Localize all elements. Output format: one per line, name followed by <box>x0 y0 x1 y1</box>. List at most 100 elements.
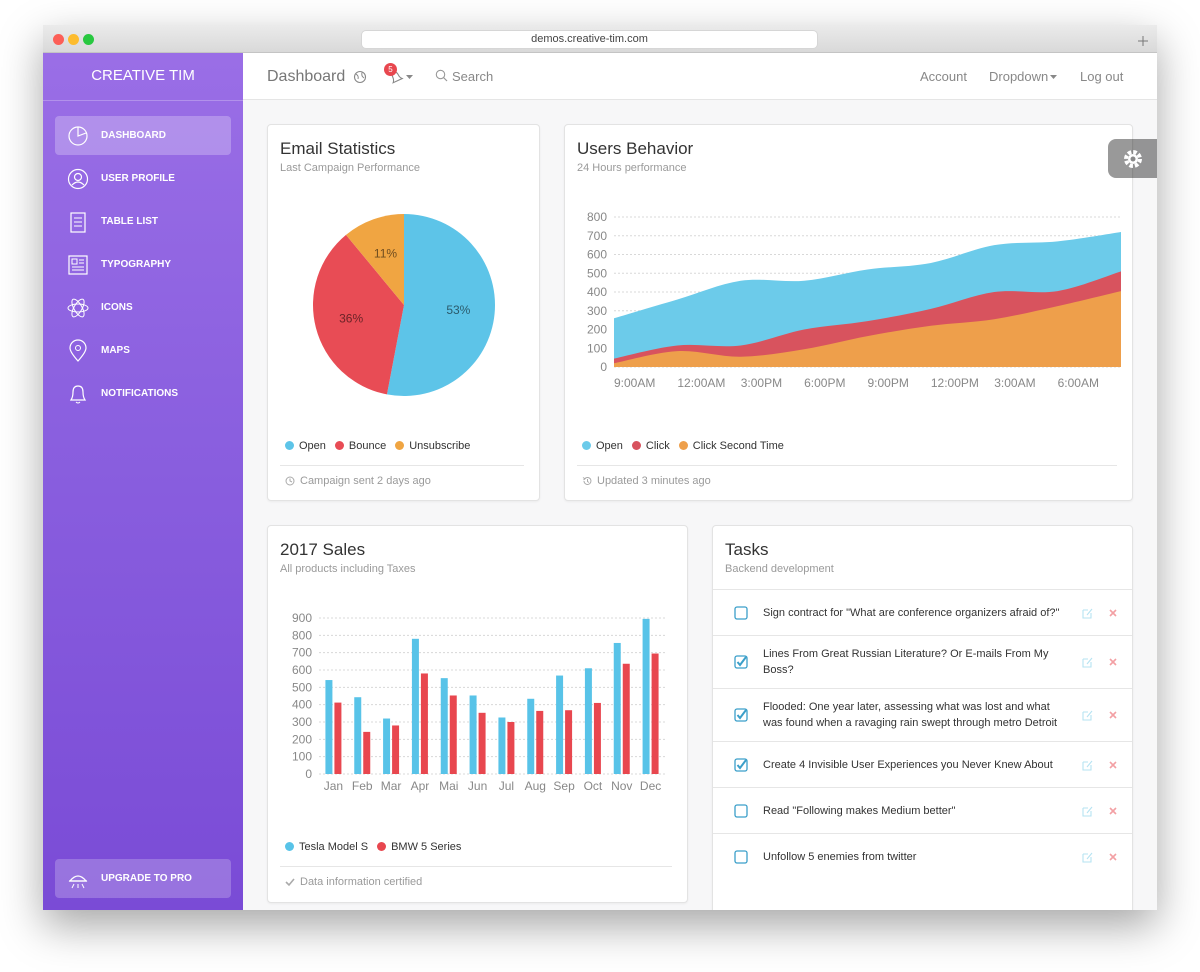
tasks-card: Tasks Backend development Sign contract … <box>712 525 1133 910</box>
nav-item[interactable]: TYPOGRAPHY <box>55 245 231 284</box>
nav-label: TYPOGRAPHY <box>101 259 172 270</box>
bar <box>325 680 333 774</box>
legend-item: Tesla Model S <box>285 841 368 853</box>
nav-icon <box>68 255 88 275</box>
y-tick-label: 100 <box>292 750 312 764</box>
nav-link[interactable]: Account <box>920 69 967 84</box>
bar <box>420 673 428 774</box>
edit-icon[interactable] <box>1082 608 1093 619</box>
task-row: Create 4 Invisible User Experiences you … <box>713 741 1132 787</box>
settings-button[interactable] <box>1108 139 1157 178</box>
checkbox[interactable] <box>734 803 748 818</box>
nav-icon <box>67 168 89 190</box>
nav-item[interactable]: MAPS <box>55 331 231 370</box>
nav-item[interactable]: ICONS <box>55 288 231 327</box>
card-footer: Campaign sent 2 days ago <box>285 475 431 488</box>
delete-icon[interactable] <box>1109 852 1117 861</box>
new-tab[interactable] <box>1137 35 1149 47</box>
x-tick-label: Dec <box>640 779 661 793</box>
edit-icon[interactable] <box>1082 760 1093 771</box>
x-tick-label: Sep <box>553 779 575 793</box>
upgrade-button[interactable]: UPGRADE TO PRO <box>55 859 231 898</box>
address-bar[interactable]: demos.creative-tim.com <box>362 31 817 48</box>
x-tick-label: Feb <box>352 779 373 793</box>
legend-label: Open <box>299 440 326 452</box>
x-tick-label: 9:00PM <box>868 376 909 390</box>
bar <box>622 663 630 774</box>
task-row: Lines From Great Russian Literature? Or … <box>713 635 1132 688</box>
delete-icon[interactable] <box>1109 658 1117 666</box>
task-actions <box>1082 760 1117 771</box>
x-tick-label: Jun <box>468 779 487 793</box>
x-tick-label: Jan <box>324 779 343 793</box>
legend-swatch <box>395 441 405 450</box>
nav-icon <box>67 298 89 318</box>
checkbox[interactable] <box>734 757 748 772</box>
card-title: Tasks <box>725 540 769 559</box>
bar <box>536 710 544 774</box>
edit-icon[interactable] <box>1082 710 1093 721</box>
check-mark <box>736 709 747 720</box>
bar <box>593 702 601 774</box>
checkbox[interactable] <box>734 849 748 864</box>
bar <box>449 695 457 774</box>
edit-icon[interactable] <box>1082 657 1093 668</box>
legend-swatch <box>582 441 591 450</box>
bar <box>411 638 419 774</box>
nav-item[interactable]: DASHBOARD <box>55 116 231 155</box>
x-tick-label: Mai <box>439 779 458 793</box>
card-footer: Data information certified <box>285 876 422 889</box>
nav-label: USER PROFILE <box>101 173 175 184</box>
edit-icon[interactable] <box>1082 806 1093 817</box>
edit-icon[interactable] <box>1082 852 1093 863</box>
checkbox[interactable] <box>734 605 748 620</box>
minimize-button[interactable] <box>68 34 79 45</box>
checkbox[interactable] <box>734 708 748 722</box>
caret <box>406 75 413 79</box>
nav-item[interactable]: USER PROFILE <box>55 159 231 198</box>
delete-icon[interactable] <box>1109 760 1117 769</box>
bar <box>556 675 564 774</box>
bar <box>478 712 486 774</box>
search-input[interactable]: Search <box>452 69 494 84</box>
legend-item: Open <box>285 440 326 452</box>
checkbox[interactable] <box>734 655 748 669</box>
delete-icon[interactable] <box>1109 608 1117 617</box>
search-icon[interactable] <box>435 69 448 82</box>
task-actions <box>1082 657 1117 668</box>
card: 2017 Sales All products including Taxes … <box>267 525 688 903</box>
brand[interactable]: CREATIVE TIM <box>91 67 195 84</box>
bar <box>651 653 659 774</box>
slice-label: 36% <box>339 312 363 326</box>
delete-icon[interactable] <box>1109 711 1117 719</box>
delete-icon[interactable] <box>1109 806 1117 815</box>
y-tick-label: 0 <box>305 767 312 781</box>
legend-item: Click <box>631 440 670 452</box>
zoom-button[interactable] <box>83 34 94 45</box>
x-tick-label: 3:00AM <box>994 376 1035 390</box>
nav-item[interactable]: NOTIFICATIONS <box>55 374 231 413</box>
main-panel: Dashboard 5 Search Account Dropdown Log … <box>243 53 1157 910</box>
card-title: Email Statistics <box>280 139 396 158</box>
y-tick-label: 800 <box>587 210 607 224</box>
bar <box>383 718 391 774</box>
nav-link[interactable]: Dropdown <box>989 69 1049 84</box>
divider <box>280 465 524 466</box>
nav-label: ICONS <box>101 302 133 313</box>
pie-slice <box>386 214 495 396</box>
legend: Open Bounce Unsubscribe <box>285 439 479 453</box>
caret <box>1050 75 1057 79</box>
nav-link[interactable]: Log out <box>1080 69 1124 84</box>
icon <box>68 875 88 889</box>
slice-label: 11% <box>374 247 397 261</box>
upgrade-label: UPGRADE TO PRO <box>101 873 192 884</box>
close-button[interactable] <box>53 34 64 45</box>
x-tick-label: Aug <box>525 779 546 793</box>
legend-swatch <box>334 441 344 450</box>
nav-item[interactable]: TABLE LIST <box>55 202 231 241</box>
globe-icon[interactable] <box>353 70 367 84</box>
page-title[interactable]: Dashboard <box>267 68 346 85</box>
bar <box>613 642 621 774</box>
card-title: 2017 Sales <box>280 540 366 559</box>
y-tick-label: 600 <box>587 248 607 262</box>
